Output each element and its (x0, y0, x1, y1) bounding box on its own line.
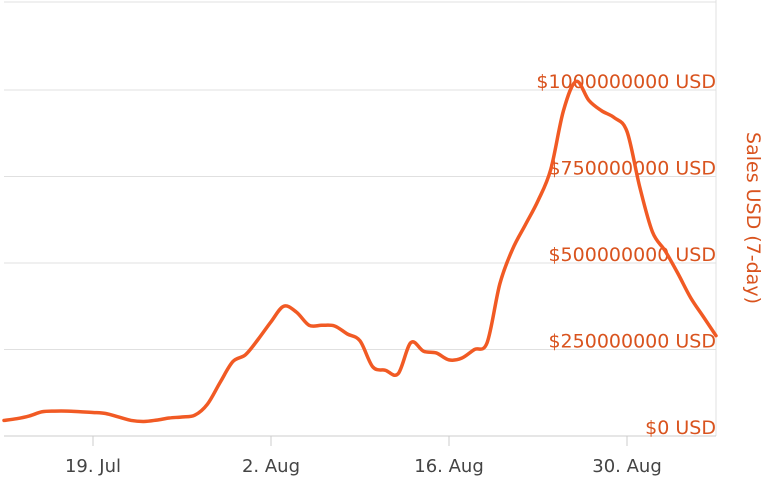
y-axis-labels: $0 USD $250000000 USD $500000000 USD $75000… (536, 71, 716, 439)
y-tick-label: $750000000 USD (548, 158, 716, 180)
series-layer (2, 79, 718, 424)
x-axis: 19. Jul 2. Aug 16. Aug 30. Aug (4, 435, 716, 477)
sales-series-line (2, 79, 718, 424)
y-tick-label: $500000000 USD (548, 244, 716, 266)
x-tick-label: 30. Aug (592, 456, 662, 477)
y-tick-label: $1000000000 USD (536, 71, 716, 93)
x-tick-label: 19. Jul (65, 456, 121, 477)
y-axis-title: Sales USD (7-day) (742, 132, 764, 304)
x-tick-label: 2. Aug (242, 456, 300, 477)
grid-lines (4, 0, 717, 436)
x-tick-label: 16. Aug (414, 456, 484, 477)
y-tick-label: $250000000 USD (548, 331, 716, 353)
y-tick-label: $0 USD (645, 417, 716, 439)
